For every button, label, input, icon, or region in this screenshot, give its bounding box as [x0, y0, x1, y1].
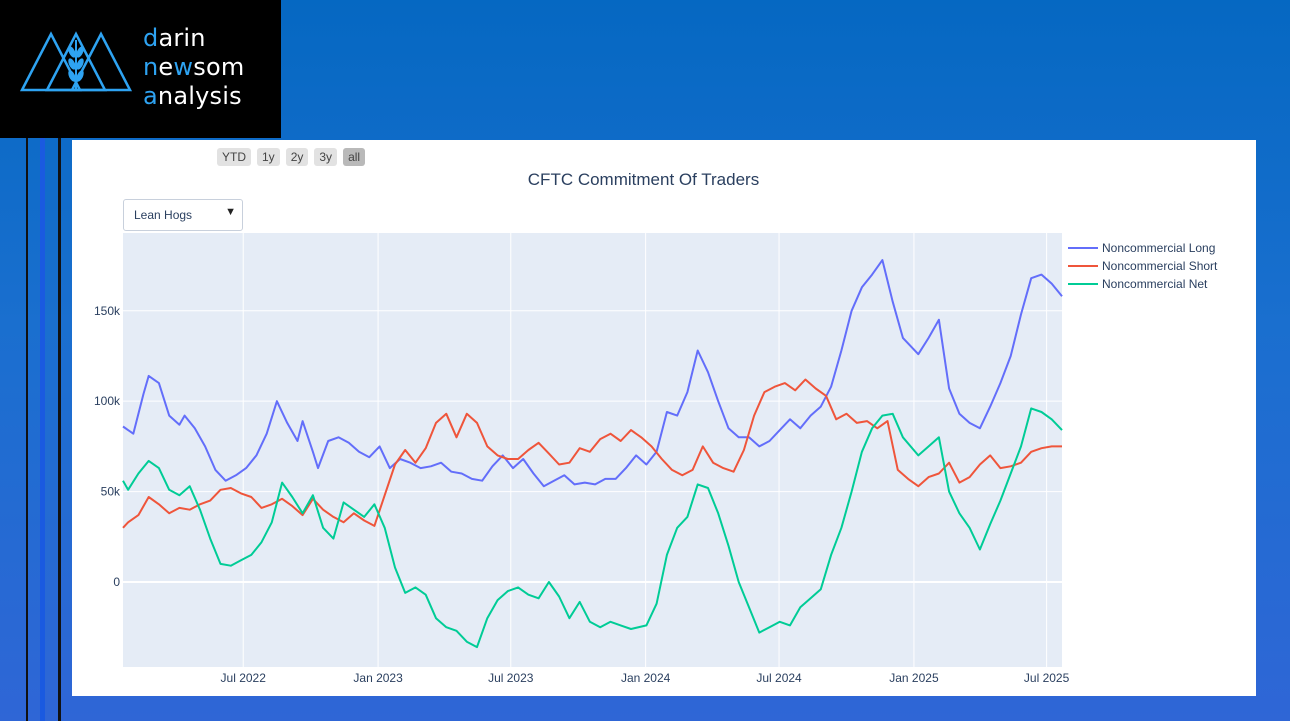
- brand-word: arin: [158, 24, 206, 52]
- legend-item-short[interactable]: Noncommercial Short: [1068, 257, 1217, 275]
- x-tick-label: Jul 2024: [756, 671, 802, 685]
- brand-wordmark: darin newsom analysis: [143, 24, 244, 111]
- x-tick-label: Jan 2023: [353, 671, 403, 685]
- brand-letter: w: [173, 53, 194, 81]
- legend-swatch: [1068, 265, 1098, 267]
- mountain-wheat-logo-icon: [19, 31, 133, 92]
- brand-word: nalysis: [157, 82, 242, 110]
- legend-label: Noncommercial Short: [1102, 259, 1218, 273]
- series-line-noncommercial-long: [122, 259, 1063, 488]
- chart-legend: Noncommercial Long Noncommercial Short N…: [1068, 239, 1217, 293]
- y-tick-label: 0: [113, 575, 120, 589]
- brand-letter: d: [143, 24, 159, 52]
- commodity-dropdown[interactable]: Lean Hogs ▼: [123, 199, 243, 231]
- dropdown-selected-value: Lean Hogs: [134, 208, 193, 222]
- y-tick-label: 150k: [94, 304, 121, 318]
- range-button-all[interactable]: all: [343, 148, 366, 166]
- brand-word: som: [193, 53, 245, 81]
- y-tick-label: 50k: [101, 485, 121, 499]
- brand-line-2: newsom: [143, 53, 244, 82]
- brand-word: e: [158, 53, 174, 81]
- x-tick-label: Jan 2024: [621, 671, 671, 685]
- brand-letter: a: [143, 82, 158, 110]
- y-tick-label: 100k: [94, 394, 121, 408]
- cot-line-chart: 0 50k 100k 150k Jul 2022 Jan 2023 Jul 2023 Jan …: [94, 233, 1070, 685]
- series-line-noncommercial-short: [122, 378, 1062, 529]
- range-button-2y[interactable]: 2y: [285, 148, 309, 166]
- x-tick-label: Jul 2022: [221, 671, 267, 685]
- legend-swatch: [1068, 283, 1098, 285]
- brand-logo-panel: darin newsom analysis: [0, 0, 281, 138]
- legend-item-long[interactable]: Noncommercial Long: [1068, 239, 1217, 257]
- brand-letter: n: [143, 53, 159, 81]
- range-button-3y[interactable]: 3y: [314, 148, 338, 166]
- triangle-down-icon: ▼: [225, 206, 236, 218]
- range-selector: YTD 1y 2y 3y all: [217, 148, 366, 166]
- decorative-stripe: [58, 138, 61, 721]
- x-tick-label: Jan 2025: [889, 671, 939, 685]
- brand-line-3: analysis: [143, 82, 244, 111]
- brand-line-1: darin: [143, 24, 244, 53]
- legend-label: Noncommercial Long: [1102, 241, 1216, 255]
- chart-title: CFTC Commitment Of Traders: [527, 170, 760, 189]
- legend-item-net[interactable]: Noncommercial Net: [1068, 275, 1217, 293]
- decorative-stripe: [26, 138, 28, 721]
- series-line-noncommercial-net: [122, 407, 1063, 649]
- x-tick-label: Jul 2025: [1024, 671, 1070, 685]
- range-button-1y[interactable]: 1y: [257, 148, 280, 166]
- legend-swatch: [1068, 247, 1098, 249]
- range-button-ytd[interactable]: YTD: [217, 148, 251, 166]
- x-tick-label: Jul 2023: [488, 671, 534, 685]
- legend-label: Noncommercial Net: [1102, 277, 1208, 291]
- chart-card: 0 50k 100k 150k Jul 2022 Jan 2023 Jul 2023 Jan …: [72, 140, 1256, 696]
- decorative-stripe: [40, 138, 45, 721]
